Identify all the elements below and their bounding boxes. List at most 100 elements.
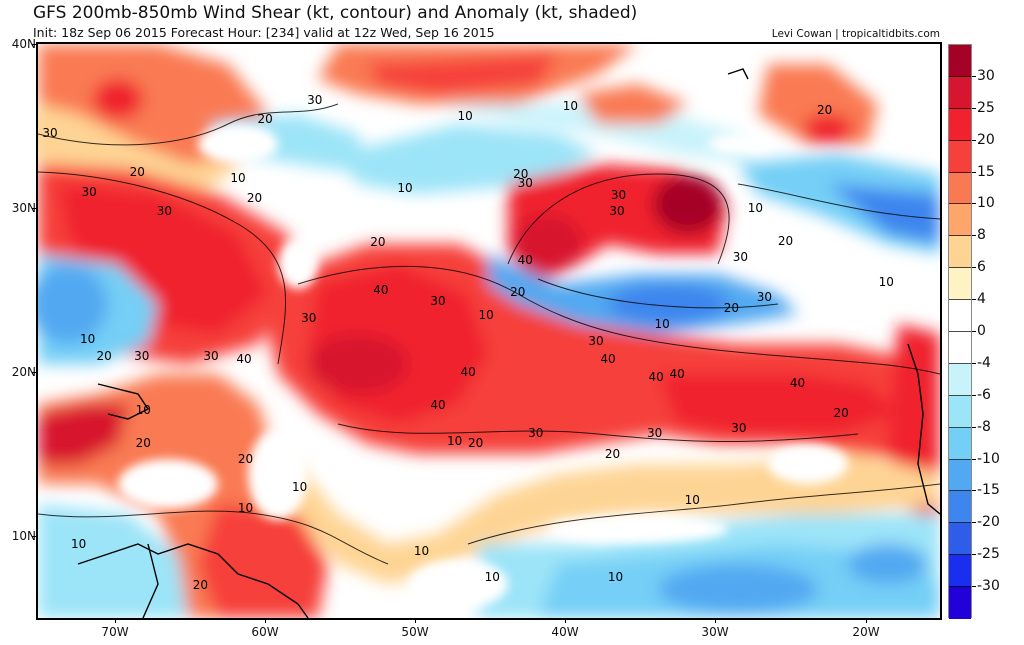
contour-label: 20	[246, 191, 263, 206]
contour-label: 30	[42, 125, 58, 140]
coastline	[907, 343, 940, 515]
chart-subtitle: Init: 18z Sep 06 2015 Forecast Hour: [23…	[33, 25, 495, 40]
colorbar-label: -4	[977, 354, 991, 371]
colorbar-bin	[949, 45, 971, 77]
shade-region	[38, 404, 128, 464]
shade-region	[118, 459, 218, 509]
colorbar	[948, 44, 972, 619]
contour-label: 20	[129, 164, 145, 179]
contour-label: 10	[684, 492, 700, 507]
lon-tick-mark	[265, 618, 266, 623]
colorbar-tick	[972, 490, 976, 492]
contour-label: 30	[81, 184, 97, 199]
colorbar-bin	[949, 555, 971, 588]
contour-label: 30	[610, 187, 627, 202]
colorbar-tick	[972, 267, 976, 269]
colorbar-label: 4	[977, 291, 986, 308]
shade-region	[848, 544, 928, 584]
contour-line	[38, 171, 287, 365]
contour-label: 30	[732, 250, 748, 265]
shade-region	[368, 54, 558, 94]
contour-label: 20	[135, 435, 151, 450]
colorbar-tick	[972, 331, 976, 332]
colorbar-bin	[949, 459, 971, 492]
contour-label: 40	[648, 369, 664, 384]
contour-line	[38, 103, 339, 146]
contour-label: 20	[833, 406, 849, 420]
contour-line	[467, 483, 940, 545]
contour-label: 10	[413, 543, 430, 558]
contour-line	[337, 423, 859, 442]
colorbar-label: 0	[977, 323, 986, 339]
colorbar-label: 20	[977, 131, 995, 148]
colorbar-bin	[949, 491, 971, 524]
contour-label: 10	[237, 501, 254, 516]
colorbar-label: 10	[977, 195, 995, 212]
shade-region	[803, 114, 853, 144]
shade-region	[38, 504, 188, 618]
wind-shear-map[interactable]: 30 20 20 10 10 30 30 20 30 20 10 10 20 30 30 40 30 20 10 10…	[38, 44, 940, 618]
lat-tick-label: 10N	[11, 529, 36, 543]
coastline	[77, 543, 309, 618]
contour-label: 10	[397, 181, 413, 196]
colorbar-label: -8	[977, 418, 991, 435]
lat-tick-mark	[32, 536, 37, 537]
contour-label: 40	[669, 366, 685, 381]
coastline	[142, 543, 159, 618]
colorbar-label: -25	[977, 546, 1000, 563]
contour-label: 30	[609, 204, 625, 219]
colorbar-tick	[972, 586, 976, 588]
contour-label: 40	[236, 351, 252, 366]
colorbar-bin	[949, 140, 971, 173]
colorbar-tick	[972, 299, 976, 301]
credit-text: Levi Cowan | tropicaltidbits.com	[771, 28, 940, 40]
lat-tick-label: 40N	[11, 37, 36, 51]
contour-label: 20	[510, 284, 526, 299]
colorbar-bin	[949, 332, 971, 364]
contour-label: 30	[156, 204, 172, 219]
colorbar-bin	[949, 76, 971, 109]
contour-line	[507, 173, 730, 265]
colorbar-bin	[949, 395, 971, 428]
colorbar-tick	[972, 171, 976, 173]
contour-label: 40	[373, 283, 389, 297]
contour-label: 40	[517, 253, 533, 268]
colorbar-tick	[972, 235, 976, 237]
contour-label: 10	[747, 201, 764, 215]
contour-label: 10	[607, 570, 624, 584]
colorbar-tick	[972, 426, 976, 428]
contour-label: 40	[789, 376, 806, 391]
shade-region	[653, 174, 723, 234]
contour-label: 30	[517, 176, 533, 191]
contour-label: 20	[257, 112, 273, 127]
contour-label: 30	[307, 92, 323, 107]
contour-label: 20	[723, 301, 739, 316]
lon-tick-mark	[565, 618, 566, 623]
shade-region	[408, 559, 508, 609]
contour-label: 10	[478, 307, 494, 322]
colorbar-label: -15	[977, 482, 1000, 499]
shade-region	[708, 134, 768, 154]
shade-region	[608, 284, 728, 324]
contour-label: 30	[646, 425, 663, 440]
coastlines	[77, 68, 940, 618]
contour-label: 20	[192, 578, 209, 593]
shade-region	[93, 79, 143, 119]
lon-tick-mark	[715, 618, 716, 623]
coastline	[727, 68, 749, 80]
contour-line	[537, 278, 779, 309]
shade-region	[658, 564, 818, 614]
colorbar-tick	[972, 458, 976, 460]
shade-region	[828, 184, 940, 244]
contour-line	[737, 183, 940, 220]
shade-region	[248, 429, 308, 519]
contour-label: 20	[370, 235, 386, 250]
lat-tick-mark	[32, 208, 37, 209]
lat-tick-label: 20N	[11, 365, 36, 379]
colorbar-tick	[972, 203, 976, 205]
contour-label: 10	[135, 402, 151, 417]
colorbar-bin	[949, 204, 971, 237]
contour-label: 10	[230, 171, 246, 186]
colorbar-label: -30	[977, 578, 1000, 595]
contour-lines	[38, 103, 940, 565]
